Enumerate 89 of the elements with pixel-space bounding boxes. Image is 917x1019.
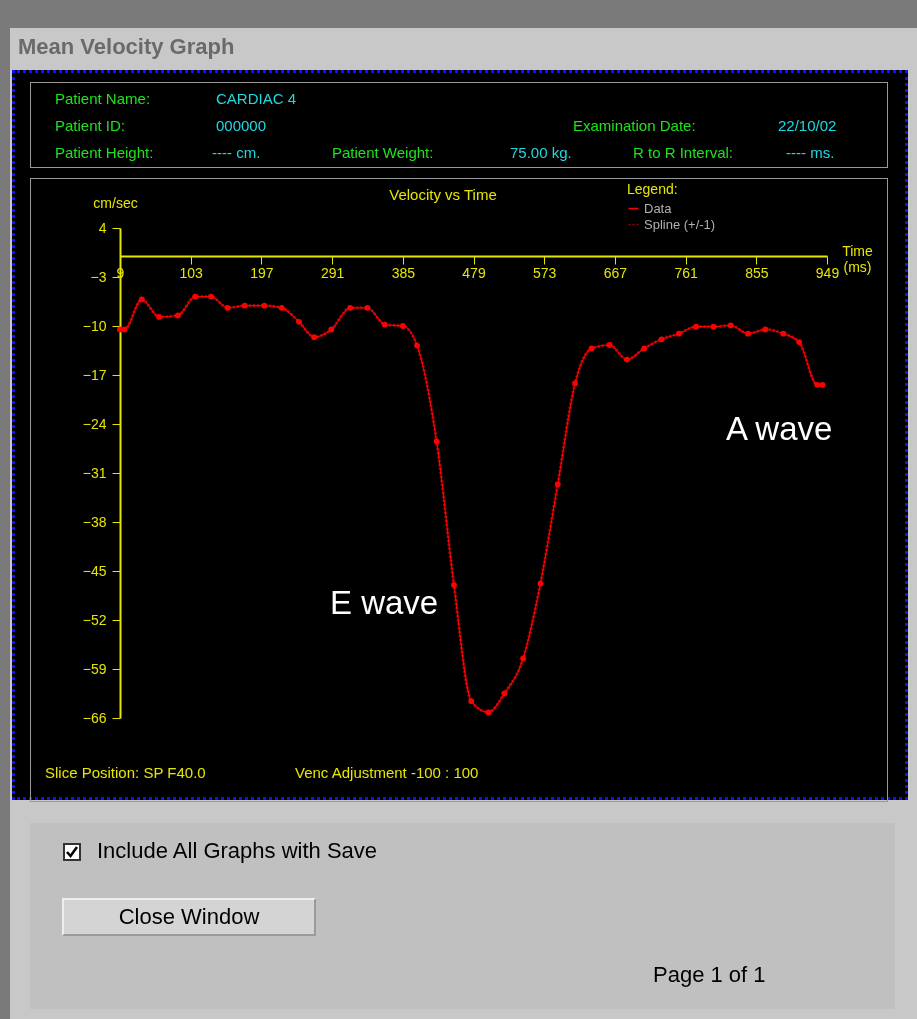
point xyxy=(261,302,268,309)
point xyxy=(433,438,440,445)
text: Patient Weight: xyxy=(332,144,434,161)
y-tick-label: −59 xyxy=(82,660,107,677)
legend-label: Spline (+/-1) xyxy=(644,216,716,232)
text: Slice Position: SP F40.0 xyxy=(45,764,206,781)
point xyxy=(381,321,388,328)
x-tick-label: 761 xyxy=(674,264,698,281)
point xyxy=(311,334,317,341)
text: Venc Adjustment -100 : 100 xyxy=(295,764,479,781)
point xyxy=(347,304,354,311)
point xyxy=(537,580,544,587)
point xyxy=(414,342,421,349)
point xyxy=(745,330,751,337)
point xyxy=(762,326,769,333)
y-tick-label: −24 xyxy=(82,415,107,432)
x-axis-title: Time (ms) xyxy=(842,242,874,275)
annotation: E wave xyxy=(330,584,439,622)
text: ---- ms. xyxy=(786,144,835,161)
point xyxy=(175,312,181,319)
text: Include All Graphs with Save xyxy=(97,838,378,864)
point xyxy=(241,302,248,309)
y-tick-label: −38 xyxy=(82,513,107,530)
x-tick-label: 573 xyxy=(533,264,557,281)
y-tick-label: −31 xyxy=(82,464,107,481)
point xyxy=(224,304,231,311)
point xyxy=(796,339,803,346)
point xyxy=(121,326,128,333)
y-axis-title: cm/sec xyxy=(93,194,138,211)
text: CARDIAC 4 xyxy=(216,90,297,107)
point xyxy=(156,313,163,320)
y-tick-label: −66 xyxy=(82,709,107,726)
text: ---- cm. xyxy=(212,144,261,161)
text: 000000 xyxy=(216,117,267,134)
point xyxy=(328,326,335,333)
point xyxy=(572,380,578,387)
point xyxy=(780,330,787,337)
text: Patient ID: xyxy=(55,117,126,134)
point xyxy=(727,322,734,329)
point xyxy=(710,323,717,330)
point xyxy=(501,690,508,697)
point xyxy=(208,293,214,300)
y-tick-label: −17 xyxy=(82,366,107,383)
y-tick-label: −52 xyxy=(82,611,107,628)
point xyxy=(296,318,302,325)
point xyxy=(468,698,475,705)
y-tick-label: 4 xyxy=(98,219,107,236)
x-tick-label: 667 xyxy=(603,264,628,281)
point xyxy=(693,323,700,330)
point xyxy=(554,481,561,488)
point xyxy=(399,323,406,329)
point xyxy=(192,293,199,300)
text: Mean Velocity Graph xyxy=(18,34,235,60)
x-tick-label: 103 xyxy=(179,264,204,281)
point xyxy=(814,381,821,388)
point xyxy=(451,582,457,588)
point xyxy=(520,655,527,662)
y-tick-label: −3 xyxy=(90,268,107,285)
point xyxy=(675,330,682,337)
x-tick-label: 291 xyxy=(320,264,345,281)
text: Page 1 of 1 xyxy=(653,962,766,988)
point xyxy=(819,381,826,388)
text: Examination Date: xyxy=(573,117,696,134)
y-tick-label: −10 xyxy=(82,317,107,334)
x-tick-label: 479 xyxy=(462,264,486,281)
point xyxy=(588,345,595,352)
point xyxy=(606,341,613,348)
legend-title: Legend: xyxy=(627,181,678,197)
point xyxy=(138,296,145,303)
text: R to R Interval: xyxy=(633,144,734,161)
point xyxy=(658,336,665,343)
text: 75.00 kg. xyxy=(510,144,572,161)
point xyxy=(641,345,648,352)
point xyxy=(278,304,285,311)
text: Patient Height: xyxy=(55,144,154,161)
text: 22/10/02 xyxy=(778,117,837,134)
chart-title: Velocity vs Time xyxy=(389,186,497,203)
annotation: A wave xyxy=(726,410,833,448)
point xyxy=(364,304,371,311)
text: Patient Name: xyxy=(55,90,151,107)
legend-label: Data xyxy=(644,200,673,216)
point xyxy=(485,709,492,716)
x-tick-label: 949 xyxy=(815,264,840,281)
text: Close Window xyxy=(62,898,316,936)
y-tick-label: −45 xyxy=(82,562,107,579)
x-tick-label: 197 xyxy=(250,264,274,281)
point xyxy=(624,356,630,363)
x-tick-label: 855 xyxy=(745,264,769,281)
x-tick-label: 385 xyxy=(391,264,416,281)
